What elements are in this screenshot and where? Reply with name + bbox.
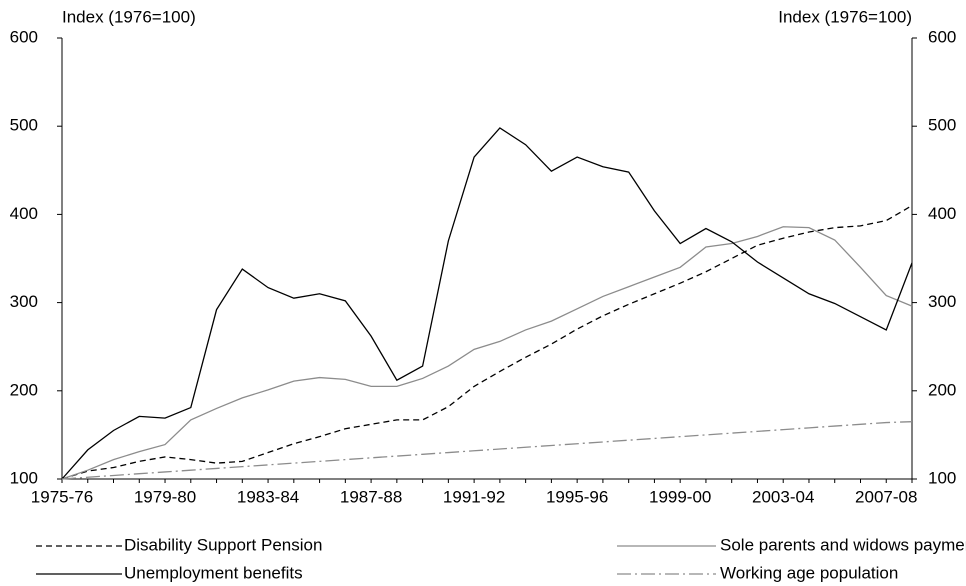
x-tick-label: 1979-80 bbox=[134, 487, 196, 506]
y2-tick-label: 100 bbox=[928, 468, 956, 487]
y-tick-label: 100 bbox=[10, 468, 38, 487]
y2-tick-label: 400 bbox=[928, 204, 956, 223]
y-axis-label: Index (1976=100) bbox=[62, 7, 196, 26]
y-tick-label: 500 bbox=[10, 116, 38, 135]
series-line bbox=[61, 226, 913, 480]
y-tick-label: 400 bbox=[10, 204, 38, 223]
legend-label: Working age population bbox=[720, 563, 898, 582]
x-tick-label: 1991-92 bbox=[443, 487, 505, 506]
y2-tick-label: 600 bbox=[928, 27, 956, 46]
y2-axis-label: Index (1976=100) bbox=[778, 7, 912, 26]
y2-tick-label: 500 bbox=[928, 116, 956, 135]
y-tick-label: 300 bbox=[10, 292, 38, 311]
x-tick-label: 2003-04 bbox=[752, 487, 814, 506]
series-line bbox=[61, 205, 913, 480]
y-tick-label: 200 bbox=[10, 380, 38, 399]
legend-label: Disability Support Pension bbox=[124, 535, 322, 554]
legend-label: Sole parents and widows payments bbox=[720, 535, 966, 554]
y2-tick-label: 300 bbox=[928, 292, 956, 311]
series-line bbox=[61, 127, 913, 480]
legend-label: Unemployment benefits bbox=[124, 563, 303, 582]
y-tick-label: 600 bbox=[10, 27, 38, 46]
x-tick-label: 1995-96 bbox=[546, 487, 608, 506]
x-tick-label: 1999-00 bbox=[649, 487, 711, 506]
x-tick-label: 1983-84 bbox=[237, 487, 299, 506]
x-tick-label: 1987-88 bbox=[340, 487, 402, 506]
x-tick-label: 2007-08 bbox=[855, 487, 917, 506]
y2-tick-label: 200 bbox=[928, 380, 956, 399]
series-line bbox=[61, 421, 913, 480]
x-tick-label: 1975-76 bbox=[31, 487, 93, 506]
